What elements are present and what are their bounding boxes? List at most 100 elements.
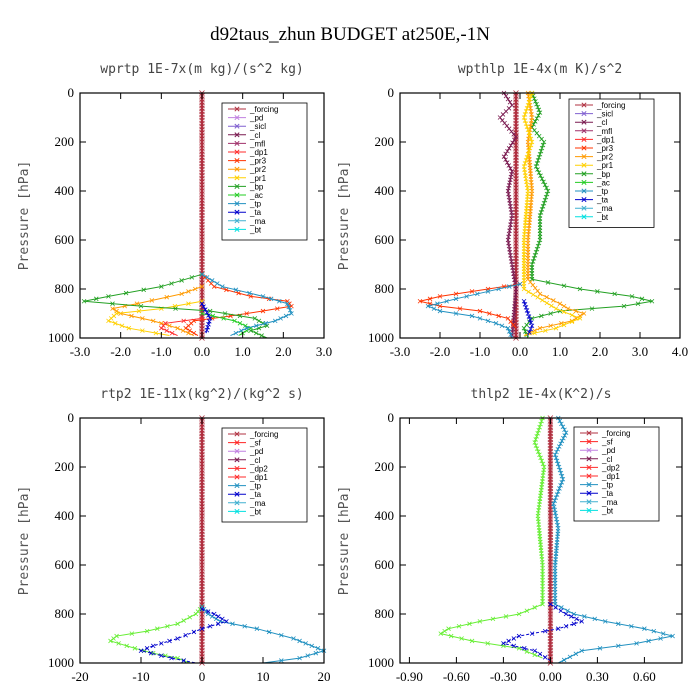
legend: _forcing_sicl_cl_mfl_dp1_pr3_pr2_pr1_bp_… xyxy=(568,98,655,228)
legend-marker xyxy=(586,499,592,505)
x-tick-label: 0.30 xyxy=(586,669,609,684)
series-markers-dp1 xyxy=(438,415,547,658)
y-tick-label: 0 xyxy=(68,410,75,425)
series-markers-dp1 xyxy=(159,316,205,336)
legend-box xyxy=(568,98,655,228)
legend-marker xyxy=(234,440,240,446)
legend-marker xyxy=(234,183,240,189)
legend-marker xyxy=(234,431,240,437)
y-tick-label: 600 xyxy=(375,557,395,572)
legend-entry: _ma xyxy=(249,217,266,226)
x-tick-label: 2.0 xyxy=(592,344,608,359)
legend-entry: _forcing xyxy=(601,429,630,438)
y-tick-label: 1000 xyxy=(368,655,394,670)
x-tick-label: -3.0 xyxy=(70,344,91,359)
y-tick-label: 400 xyxy=(375,508,395,523)
legend: _forcing_sf_pd_cl_dp2_dp1_tp_ta_ma_bt xyxy=(573,426,660,522)
legend-marker xyxy=(234,448,240,454)
legend-marker xyxy=(581,197,587,203)
legend-marker xyxy=(581,188,587,194)
y-tick-label: 800 xyxy=(55,606,75,621)
x-tick-label: -2.0 xyxy=(110,344,131,359)
y-tick-label: 400 xyxy=(55,183,75,198)
legend-entry: _bt xyxy=(596,213,609,222)
legend-marker xyxy=(586,430,592,436)
x-tick-label: 20 xyxy=(318,669,331,684)
series-markers-pr1 xyxy=(106,298,205,336)
legend-marker xyxy=(234,483,240,489)
legend-entry: _ta xyxy=(249,208,262,217)
x-tick-label: 0.00 xyxy=(539,669,562,684)
legend-entry: _bp xyxy=(249,182,264,191)
y-tick-label: 600 xyxy=(55,232,75,247)
y-tick-label: 800 xyxy=(375,281,395,296)
legend-marker xyxy=(234,457,240,463)
legend-entry: _pr1 xyxy=(249,174,267,183)
y-tick-label: 0 xyxy=(388,410,395,425)
legend-entry: _pr3 xyxy=(596,144,614,153)
y-axis-label: Pressure [hPa] xyxy=(337,161,352,271)
legend-marker xyxy=(581,171,587,177)
legend-marker xyxy=(234,465,240,471)
legend: _forcing_sf_pd_cl_dp2_dp1_tp_ta_ma_bt xyxy=(221,427,308,523)
legend-marker xyxy=(234,106,240,112)
legend-entry: _ma xyxy=(601,498,618,507)
legend-entry: _mfl xyxy=(596,127,612,136)
legend-entry: _pr3 xyxy=(249,157,267,166)
x-tick-label: -0.90 xyxy=(396,669,423,684)
legend-entry: _pd xyxy=(249,447,263,456)
legend-entry: _dp1 xyxy=(601,472,620,481)
legend-marker xyxy=(581,205,587,211)
legend-marker xyxy=(234,175,240,181)
legend-marker xyxy=(581,102,587,108)
legend-entry: _forcing xyxy=(596,101,625,110)
series-markers-tp xyxy=(199,272,294,336)
legend-entry: _bt xyxy=(601,506,614,515)
y-tick-label: 200 xyxy=(55,134,75,149)
legend-marker xyxy=(234,508,240,514)
legend-entry: _cl xyxy=(601,455,612,464)
legend-marker xyxy=(234,209,240,215)
x-tick-label: -10 xyxy=(132,669,149,684)
legend-entry: _tp xyxy=(249,482,262,491)
y-tick-label: 1000 xyxy=(368,330,394,345)
legend-marker xyxy=(581,179,587,185)
y-axis-label: Pressure [hPa] xyxy=(17,486,32,596)
chart-panel-1: wprtp 1E-7x(m kg)/(s^2 kg) Pressure [hPa]… xyxy=(17,62,332,359)
legend-entry: _forcing xyxy=(249,105,278,114)
legend-marker xyxy=(586,447,592,453)
legend-marker xyxy=(234,140,240,146)
legend-marker xyxy=(581,119,587,125)
legend-entry: _dp1 xyxy=(249,148,268,157)
legend-entry: _pd xyxy=(249,114,263,123)
legend-marker xyxy=(234,474,240,480)
legend-entry: _sf xyxy=(249,439,261,448)
x-tick-label: 10 xyxy=(257,669,270,684)
series-markers-ta xyxy=(501,601,585,660)
x-tick-label: -3.0 xyxy=(390,344,411,359)
chart-panel-2: wpthlp 1E-4x(m K)/s^2 Pressure [hPa] -3.0 -… xyxy=(337,62,688,359)
legend-marker xyxy=(234,115,240,121)
legend-marker xyxy=(581,154,587,160)
y-tick-label: 1000 xyxy=(48,655,74,670)
legend-entry: _bt xyxy=(249,225,262,234)
legend-marker xyxy=(586,456,592,462)
legend-entry: _ac xyxy=(249,191,263,200)
legend-entry: _tp xyxy=(601,481,614,490)
legend-marker xyxy=(234,192,240,198)
chart-panel-3: rtp2 1E-11x(kg^2)/(kg^2 s) Pressure [hPa]… xyxy=(17,387,331,684)
panel-title: thlp2 1E-4x(K^2)/s xyxy=(471,387,612,402)
y-axis-label: Pressure [hPa] xyxy=(337,486,352,596)
x-tick-label: 1.0 xyxy=(235,344,251,359)
x-tick-label: 4.0 xyxy=(672,344,688,359)
legend-entry: _dp2 xyxy=(249,464,268,473)
legend-marker xyxy=(581,214,587,220)
series-line-tp xyxy=(201,273,293,337)
legend-marker xyxy=(581,162,587,168)
y-tick-label: 1000 xyxy=(48,330,74,345)
legend-marker xyxy=(234,123,240,129)
x-tick-label: -2.0 xyxy=(430,344,451,359)
x-tick-label: -0.30 xyxy=(490,669,517,684)
series-line-dp1 xyxy=(439,417,545,659)
legend-marker xyxy=(581,145,587,151)
